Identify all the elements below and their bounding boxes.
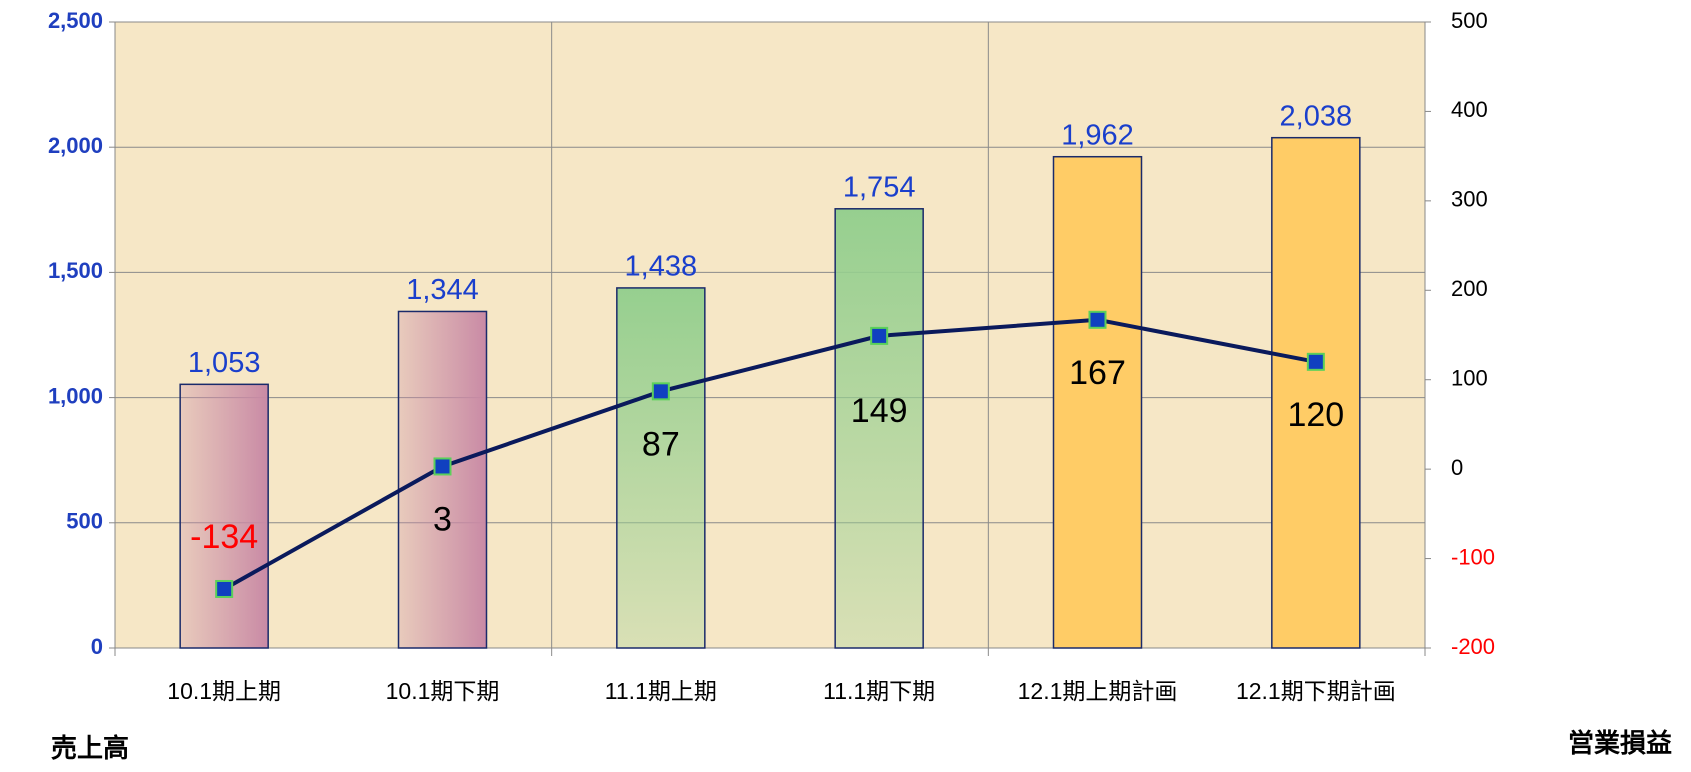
- line-marker: [1088, 310, 1107, 329]
- bar: [397, 310, 488, 649]
- x-tick-label: 11.1期上期: [605, 678, 717, 704]
- x-tick-label: 12.1期下期計画: [1236, 678, 1396, 704]
- bar-value-label: 1,754: [843, 171, 916, 203]
- line-value-label: 87: [642, 425, 680, 463]
- y2-tick-label: 500: [1451, 8, 1488, 33]
- line-value-label: 167: [1069, 354, 1126, 392]
- y-tick-label: 1,500: [48, 258, 103, 283]
- y-tick-label: 1,000: [48, 383, 103, 408]
- line-value-label: 120: [1287, 396, 1344, 434]
- line-marker: [651, 382, 670, 401]
- bar-value-label: 1,344: [406, 274, 479, 306]
- bar: [616, 287, 706, 649]
- x-tick-label: 10.1期下期: [386, 678, 500, 704]
- bar: [179, 383, 269, 649]
- y-tick-label: 500: [66, 509, 103, 534]
- line: [223, 317, 1317, 591]
- line-value-label: -134: [190, 518, 258, 556]
- y2-tick-label: -200: [1451, 634, 1495, 659]
- bar-value-label: 1,438: [625, 251, 698, 283]
- y2-tick-label: 100: [1451, 366, 1488, 391]
- y-axis-label: 売上高: [51, 733, 129, 763]
- plot-area: [115, 22, 1425, 648]
- y2-tick-label: -100: [1451, 544, 1495, 569]
- line-value-label: 3: [433, 500, 452, 538]
- line-marker: [1306, 352, 1325, 371]
- x-tick-label: 12.1期上期計画: [1018, 678, 1178, 704]
- y-tick-label: 0: [91, 634, 103, 659]
- bar: [1052, 155, 1143, 649]
- bar: [834, 208, 924, 649]
- x-tick-label: 11.1期下期: [823, 678, 935, 704]
- y2-tick-label: 200: [1451, 276, 1488, 301]
- line-value-label: 149: [851, 392, 908, 430]
- line-marker: [870, 326, 889, 345]
- bar-value-label: 1,962: [1061, 119, 1134, 151]
- bar-value-label: 2,038: [1280, 100, 1353, 132]
- bar: [1271, 136, 1361, 649]
- y2-tick-label: 300: [1451, 187, 1488, 212]
- line-marker: [433, 457, 452, 476]
- y2-tick-label: 400: [1451, 97, 1488, 122]
- y-tick-label: 2,500: [48, 8, 103, 33]
- bar-value-label: 1,053: [188, 347, 261, 379]
- x-tick-label: 10.1期上期: [167, 678, 281, 704]
- line-marker: [215, 579, 234, 598]
- y2-axis-label: 営業損益: [1568, 728, 1672, 758]
- y2-tick-label: 0: [1451, 455, 1463, 480]
- y-tick-label: 2,000: [48, 133, 103, 158]
